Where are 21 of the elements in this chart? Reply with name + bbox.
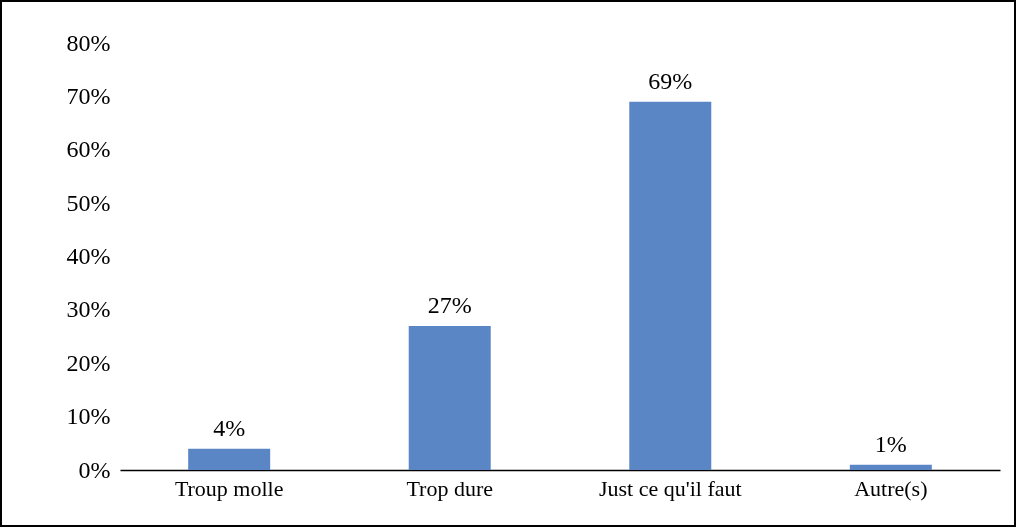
bar	[188, 448, 271, 470]
y-tick-label: 10%	[66, 403, 111, 430]
x-tick-label: Just ce qu'il faut	[598, 475, 742, 501]
x-tick-label: Autre(s)	[854, 475, 928, 501]
bar	[408, 325, 491, 470]
x-tick-label: Troup molle	[174, 475, 284, 501]
data-label: 1%	[874, 430, 907, 457]
y-tick-label: 0%	[78, 456, 111, 483]
y-tick-label: 40%	[66, 243, 111, 269]
bar	[849, 464, 932, 470]
y-tick-label: 60%	[66, 136, 111, 163]
data-label: 27%	[427, 291, 472, 318]
y-tick-label: 70%	[66, 82, 111, 109]
data-label: 4%	[213, 414, 246, 441]
y-tick-label: 80%	[66, 29, 111, 56]
y-tick-label: 30%	[66, 296, 111, 323]
y-tick-label: 20%	[66, 349, 111, 376]
y-tick-label: 50%	[66, 189, 111, 216]
bar	[629, 101, 712, 470]
data-label: 69%	[648, 67, 693, 94]
x-tick-label: Trop dure	[406, 475, 494, 501]
